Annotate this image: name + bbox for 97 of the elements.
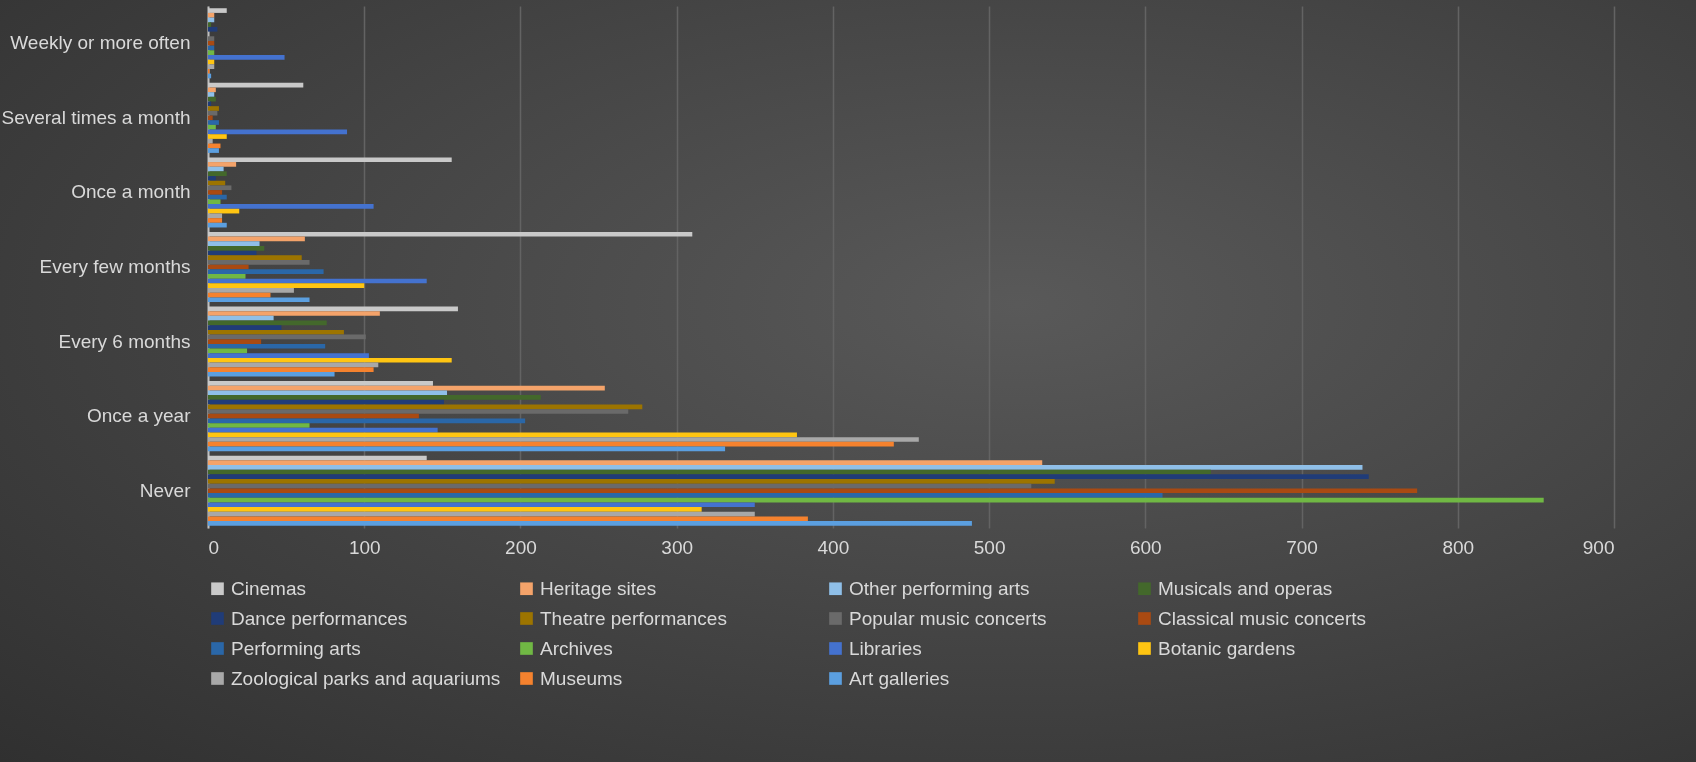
bar xyxy=(208,339,262,344)
x-tick-label: 800 xyxy=(1442,536,1475,558)
bar xyxy=(208,329,344,335)
bar xyxy=(208,255,302,260)
x-tick-label: 400 xyxy=(817,536,850,558)
y-tick-label: Several times a month xyxy=(1,106,191,128)
bar xyxy=(208,22,212,27)
bar xyxy=(208,115,213,121)
bar xyxy=(208,162,237,167)
x-tick-label: 700 xyxy=(1286,536,1318,558)
bar xyxy=(208,269,324,275)
legend-label: Archives xyxy=(540,637,613,659)
y-tick-label: Once a month xyxy=(71,181,191,203)
legend-label: Popular music concerts xyxy=(849,607,1047,629)
bar xyxy=(208,521,972,526)
bar xyxy=(208,190,223,195)
bar xyxy=(208,36,215,41)
bar xyxy=(208,474,1369,480)
bar xyxy=(208,106,219,111)
legend-label: Cinemas xyxy=(231,577,306,599)
x-tick-label: 200 xyxy=(505,536,537,558)
bar xyxy=(208,218,223,223)
bar xyxy=(208,283,365,289)
bar xyxy=(208,199,221,205)
bar xyxy=(208,134,227,139)
bar xyxy=(208,311,380,316)
bar xyxy=(208,204,374,209)
y-tick-label: Every 6 months xyxy=(58,330,191,352)
bar xyxy=(208,176,216,181)
x-tick-label: 900 xyxy=(1582,536,1615,558)
legend-label: Zoological parks and aquariums xyxy=(231,667,501,689)
bar xyxy=(208,479,1055,484)
bar xyxy=(208,432,797,438)
bar xyxy=(208,460,1043,466)
legend-label: Heritage sites xyxy=(540,577,657,599)
bar xyxy=(208,148,219,153)
bar xyxy=(208,353,369,358)
bar xyxy=(208,92,215,97)
bar xyxy=(208,423,310,428)
legend-label: Libraries xyxy=(849,637,922,659)
legend-label: Classical music concerts xyxy=(1158,607,1366,629)
bar xyxy=(208,502,755,508)
legend-label: Musicals and operas xyxy=(1158,577,1333,599)
bar xyxy=(208,493,1163,498)
bar xyxy=(208,120,219,125)
bar xyxy=(208,418,526,424)
bar xyxy=(208,395,541,400)
bar xyxy=(208,465,1363,470)
bar xyxy=(208,441,894,447)
legend-label: Other performing arts xyxy=(849,577,1030,599)
bar xyxy=(208,357,452,363)
bar xyxy=(208,40,215,46)
bar xyxy=(208,288,294,293)
bar xyxy=(208,64,215,69)
bar xyxy=(208,437,919,442)
bar xyxy=(208,241,260,246)
bar xyxy=(208,488,1418,494)
bar xyxy=(208,87,216,93)
bar xyxy=(208,213,223,219)
bar xyxy=(208,54,285,60)
legend-label: Dance performances xyxy=(231,607,408,629)
legend-label: Museums xyxy=(540,667,623,689)
bar xyxy=(208,124,216,130)
bar xyxy=(208,297,310,303)
bar xyxy=(208,138,213,144)
bar xyxy=(208,96,216,102)
legend-label: Theatre performances xyxy=(540,607,727,629)
bar xyxy=(208,390,448,396)
bar xyxy=(208,185,232,191)
y-tick-label: Every few months xyxy=(39,256,191,277)
bar xyxy=(208,516,808,522)
bar xyxy=(208,110,218,116)
x-tick-label: 500 xyxy=(973,536,1006,558)
bar xyxy=(208,274,246,279)
bar xyxy=(208,171,227,177)
bar xyxy=(208,325,282,330)
x-tick-label: 300 xyxy=(661,536,694,558)
legend-label: Art galleries xyxy=(849,667,950,689)
legend-label: Botanic gardens xyxy=(1158,637,1296,659)
legend-label: Performing arts xyxy=(231,637,361,659)
bar xyxy=(208,343,326,349)
x-tick-label: 100 xyxy=(348,536,381,558)
bar xyxy=(208,507,702,512)
bar xyxy=(208,245,265,251)
bar xyxy=(208,404,643,410)
bar xyxy=(208,367,374,372)
y-tick-label: Never xyxy=(139,479,192,501)
bar xyxy=(208,12,215,18)
x-tick-label: 600 xyxy=(1129,536,1162,558)
bar xyxy=(208,371,335,377)
bar xyxy=(208,50,215,55)
bar xyxy=(208,259,310,265)
x-tick-label: 0 xyxy=(208,536,220,558)
bar xyxy=(208,315,274,321)
y-tick-label: Weekly or more often xyxy=(10,32,191,54)
y-tick-label: Once a year xyxy=(87,405,192,427)
bar xyxy=(208,26,218,32)
